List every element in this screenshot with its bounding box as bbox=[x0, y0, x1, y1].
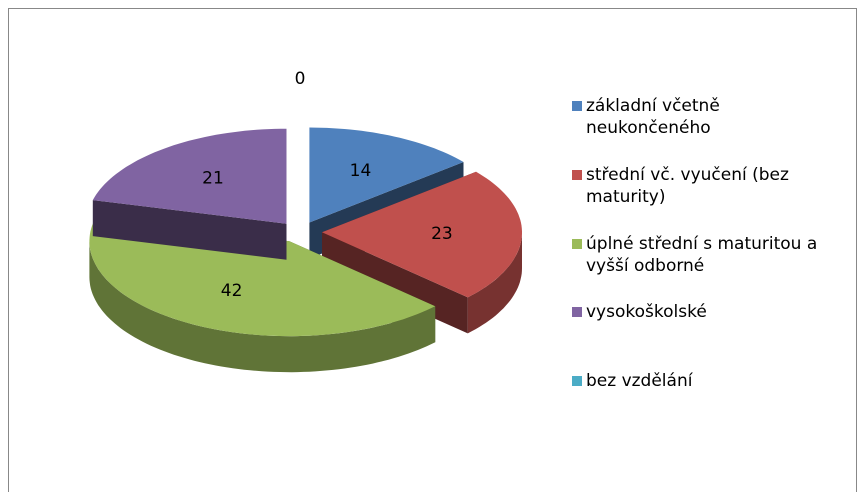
data-label: 21 bbox=[202, 169, 224, 189]
slice-side bbox=[92, 200, 287, 260]
slice-top bbox=[322, 171, 522, 298]
legend-item: úplné střední s maturitou a vyšší odborn… bbox=[572, 233, 836, 277]
data-label: 42 bbox=[221, 281, 243, 301]
legend-label: úplné střední s maturitou a vyšší odborn… bbox=[586, 234, 818, 276]
legend-label: bez vzdělání bbox=[586, 371, 693, 391]
slice-wall bbox=[467, 232, 522, 334]
legend-swatch bbox=[572, 307, 582, 317]
legend-item: střední vč. vyučení (bez maturity) bbox=[572, 164, 836, 208]
data-label: 0 bbox=[295, 69, 306, 89]
legend-label: vysokoškolské bbox=[586, 302, 707, 322]
slice-top bbox=[92, 128, 287, 224]
legend-item: základní včetně neukončeného bbox=[572, 95, 836, 139]
legend-label: střední vč. vyučení (bez maturity) bbox=[586, 165, 789, 207]
slice-wall bbox=[89, 241, 436, 373]
legend-label: základní včetně neukončeného bbox=[586, 96, 720, 138]
legend-swatch bbox=[572, 376, 582, 386]
legend-item: bez vzdělání bbox=[572, 370, 836, 392]
frame bbox=[8, 8, 857, 492]
pie-slice bbox=[92, 128, 287, 260]
slice-top bbox=[309, 127, 464, 223]
legend-swatch bbox=[572, 101, 582, 111]
legend-swatch bbox=[572, 170, 582, 180]
data-label: 23 bbox=[431, 224, 453, 244]
slice-top bbox=[89, 217, 436, 337]
data-label: 14 bbox=[350, 161, 372, 181]
legend-item: vysokoškolské bbox=[572, 301, 836, 323]
legend-swatch bbox=[572, 239, 582, 249]
